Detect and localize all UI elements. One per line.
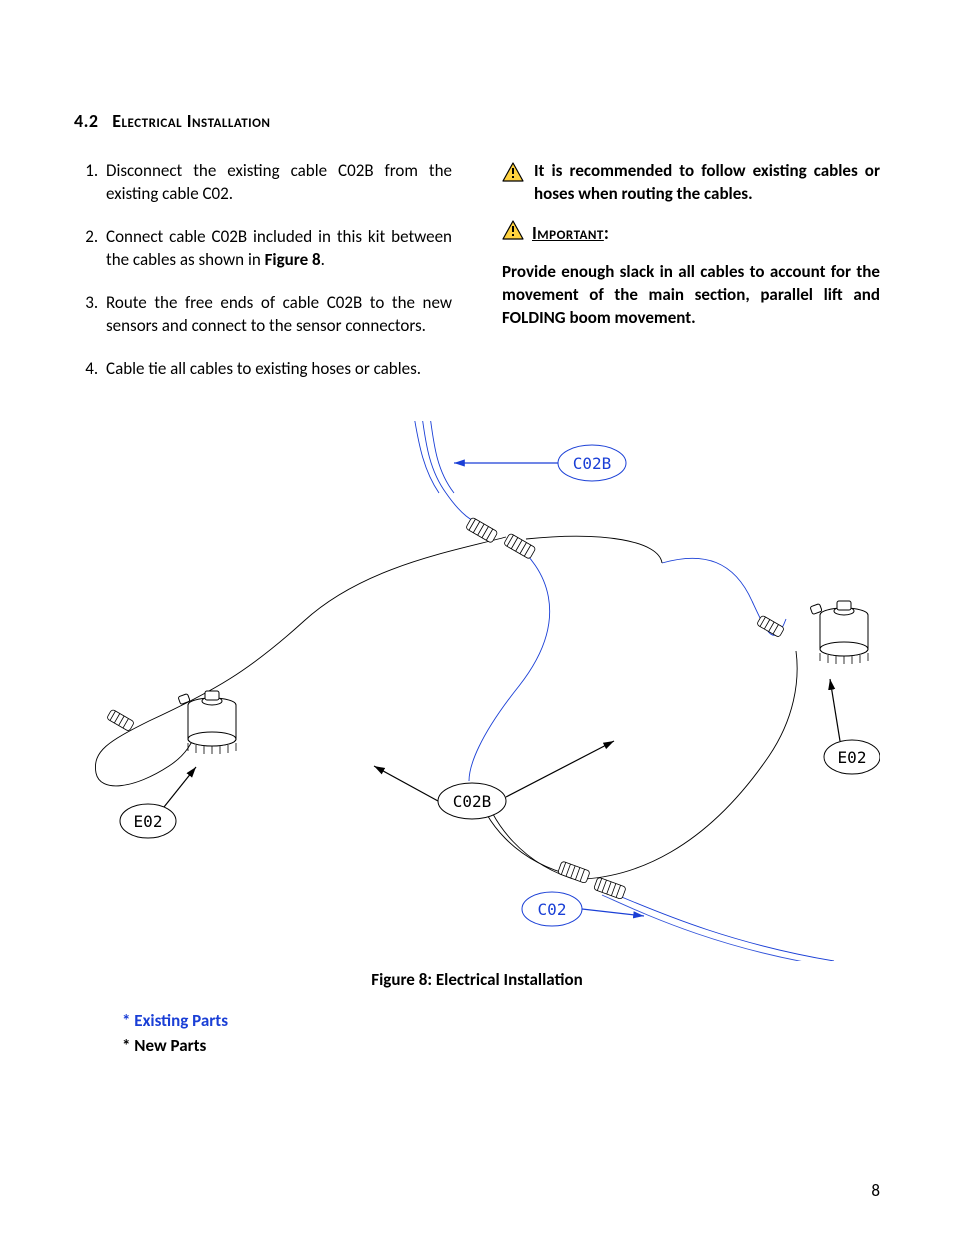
important-label: Important [532,221,604,245]
warning-icon [502,162,524,189]
two-column-layout: Disconnect the existing cable C02B from … [74,160,880,401]
label-c02: C02 [522,892,644,926]
label-c02b-mid: C02B [374,741,614,819]
recommendation-text: It is recommended to follow existing cab… [534,160,880,206]
legend-existing: * Existing Parts [122,1010,880,1031]
important-body: Provide enough slack in all cables to ac… [502,261,880,330]
svg-text:C02B: C02B [573,454,612,473]
warning-icon [502,220,524,247]
step-text: Route the free ends of cable C02B to the… [106,292,452,336]
svg-text:C02: C02 [538,900,567,919]
left-column: Disconnect the existing cable C02B from … [74,160,452,401]
label-c02b-top: C02B [454,445,626,481]
recommendation-row: It is recommended to follow existing cab… [502,160,880,206]
step-item: Disconnect the existing cable C02B from … [102,160,452,206]
important-colon: : [604,221,609,245]
legend: * Existing Parts * New Parts [122,1010,880,1056]
label-e02-right: E02 [824,679,880,774]
section-title: Electrical Installation [112,110,270,132]
section-number: 4.2 [74,110,99,132]
step-item: Route the free ends of cable C02B to the… [102,292,452,338]
svg-text:E02: E02 [838,748,867,767]
svg-text:C02B: C02B [453,792,492,811]
important-heading: Important: [502,220,880,247]
page-number: 8 [871,1180,880,1201]
step-item: Connect cable C02B included in this kit … [102,226,452,272]
legend-new: * New Parts [122,1035,880,1056]
figure: C02B C02B C02 E02 [74,421,880,990]
page: 4.2 Electrical Installation Disconnect t… [0,0,954,1235]
label-e02-left: E02 [120,767,196,838]
step-text: Cable tie all cables to existing hoses o… [106,358,421,379]
steps-list: Disconnect the existing cable C02B from … [74,160,452,381]
section-heading: 4.2 Electrical Installation [74,110,880,132]
step-text: Disconnect the existing cable C02B from … [106,160,452,204]
svg-text:E02: E02 [134,812,163,831]
figure-caption: Figure 8: Electrical Installation [74,969,880,990]
right-column: It is recommended to follow existing cab… [502,160,880,401]
figure-svg: C02B C02B C02 E02 [74,421,880,961]
step-item: Cable tie all cables to existing hoses o… [102,358,452,381]
